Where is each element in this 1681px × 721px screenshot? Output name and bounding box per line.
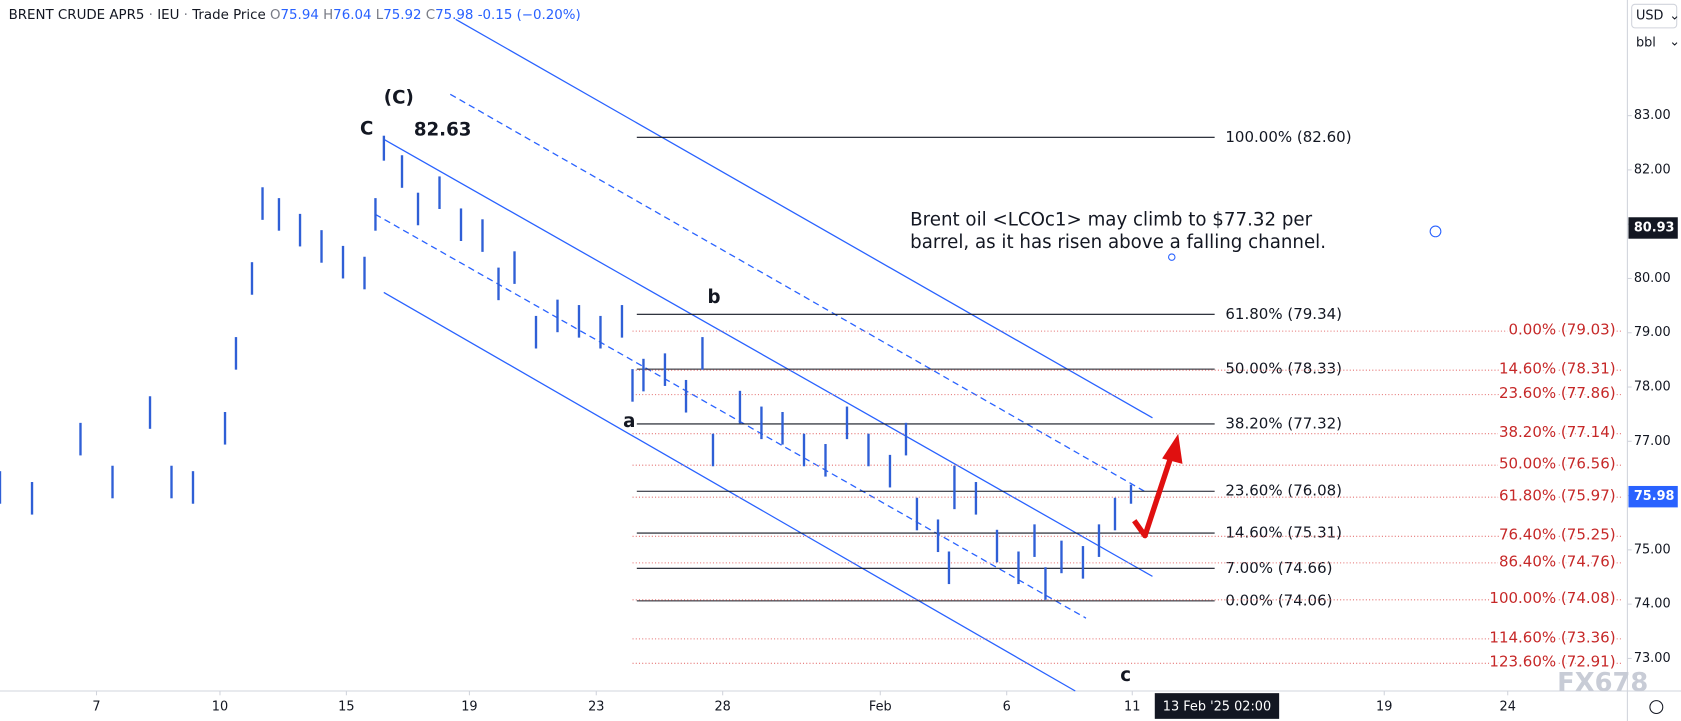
x-tick-label: Feb: [869, 700, 892, 715]
ohlc-letter: O: [270, 8, 281, 23]
fib-extension-label: 100.00% (74.08): [1489, 589, 1615, 607]
last-price-box: [1628, 485, 1678, 508]
x-tick-label: 23: [588, 700, 604, 715]
cursor-price-label: 80.93: [1634, 220, 1675, 235]
separator: ·: [149, 8, 153, 23]
y-tick-label: 77.00: [1634, 434, 1671, 449]
separator: ·: [184, 8, 188, 23]
ohlc-value: 75.92: [383, 8, 421, 23]
wave-label: c: [1120, 665, 1131, 686]
fib-extension-label: 50.00% (76.56): [1499, 455, 1616, 473]
ohlc-value: 76.04: [333, 8, 371, 23]
ohlc-letter: L: [376, 8, 384, 23]
change: -0.15 (−0.20%): [478, 8, 581, 23]
unit[interactable]: bbl: [1636, 35, 1656, 50]
cursor-time-box: [1154, 693, 1280, 719]
note: Brent oil <LCOc1> may climb to $77.32 pe…: [910, 210, 1312, 231]
x-tick-label: 7: [92, 700, 100, 715]
fib-label: 50.00% (78.33): [1225, 360, 1342, 378]
channel-line: [374, 213, 1087, 619]
y-tick-label: 83.00: [1634, 108, 1671, 123]
ohlc-value: 75.94: [281, 8, 319, 23]
x-tick-label: 19: [461, 700, 477, 715]
fib-label: 7.00% (74.66): [1225, 559, 1332, 577]
last-price-label: 75.98: [1634, 489, 1675, 504]
wave-label: a: [623, 411, 635, 432]
arrow: [1132, 453, 1175, 539]
y-tick-label: 74.00: [1634, 597, 1671, 612]
x-tick-label: 28: [714, 700, 730, 715]
dropdown-icon[interactable]: ⌄: [1669, 34, 1680, 49]
fib-label: 100.00% (82.60): [1225, 128, 1351, 146]
symbol: BRENT CRUDE APR5: [9, 8, 145, 23]
currency[interactable]: USD: [1636, 9, 1664, 24]
arrow-head: [1162, 433, 1183, 464]
cursor-time-label: 13 Feb '25 02:00: [1163, 700, 1271, 715]
fib-extension-label: 0.00% (79.03): [1508, 321, 1615, 339]
y-tick-label: 78.00: [1634, 380, 1671, 395]
y-tick-label: 79.00: [1634, 325, 1671, 340]
anchor-point: [1168, 253, 1176, 261]
price-type: Trade Price: [191, 8, 266, 23]
price-bars: [0, 135, 1133, 600]
x-tick-label: 19: [1376, 700, 1392, 715]
fib-extension-label: 76.40% (75.25): [1499, 526, 1616, 544]
x-tick-label: 6: [1003, 700, 1011, 715]
fib-label: 23.60% (76.08): [1225, 482, 1342, 500]
header: BRENT CRUDE APR5 · IEU · Trade Price O75…: [9, 8, 581, 23]
dropdown-icon[interactable]: ⌄: [1669, 9, 1680, 24]
note: barrel, as it has risen above a falling …: [910, 232, 1326, 253]
x-tick-label: 24: [1500, 700, 1516, 715]
fib-extension-label: 23.60% (77.86): [1499, 384, 1616, 402]
settings-icon[interactable]: [1649, 700, 1664, 715]
fib-label: 61.80% (79.34): [1225, 305, 1342, 323]
fib-extension-label: 61.80% (75.97): [1499, 487, 1616, 505]
cursor-price-box: [1628, 217, 1678, 239]
channel-line: [455, 18, 1153, 419]
y-tick-label: 80.00: [1634, 271, 1671, 286]
wave-label: (C): [384, 88, 414, 109]
peak-value: 82.63: [414, 120, 472, 141]
fib-extension-label: 114.60% (73.36): [1489, 628, 1615, 646]
axes: 73.0074.0075.0076.0077.0078.0079.0080.00…: [92, 108, 1678, 719]
exchange: IEU: [157, 8, 179, 23]
currency-button[interactable]: [1631, 3, 1678, 29]
fib-extension-label: 86.40% (74.76): [1499, 552, 1616, 570]
wave-label: C: [360, 119, 373, 140]
fib-extension-label: 123.60% (72.91): [1489, 653, 1615, 671]
fib-label: 38.20% (77.32): [1225, 414, 1342, 432]
x-tick-label: 10: [212, 700, 228, 715]
anchor-point: [1429, 225, 1442, 238]
channel-line: [383, 138, 1153, 577]
watermark: FX678: [1557, 668, 1648, 698]
channel-line: [449, 93, 1148, 494]
x-tick-label: 15: [338, 700, 354, 715]
y-tick-label: 82.00: [1634, 162, 1671, 177]
fib-layer: 100.00% (82.60) 61.80% (79.34) 50.00% (78.…: [632, 128, 1624, 673]
ohlc-letter: H: [323, 8, 333, 23]
fib-label: 0.00% (74.06): [1225, 591, 1332, 609]
wave-label: b: [707, 287, 720, 308]
y-tick-label: 75.00: [1634, 542, 1671, 557]
fib-extension-label: 38.20% (77.14): [1499, 423, 1616, 441]
ohlc-letter: C: [426, 8, 435, 23]
fib-extension-label: 14.60% (78.31): [1499, 360, 1616, 378]
ohlc-value: 75.98: [435, 8, 473, 23]
y-tick-label: 73.00: [1634, 651, 1671, 666]
x-tick-label: 11: [1124, 700, 1140, 715]
fib-label: 14.60% (75.31): [1225, 524, 1342, 542]
